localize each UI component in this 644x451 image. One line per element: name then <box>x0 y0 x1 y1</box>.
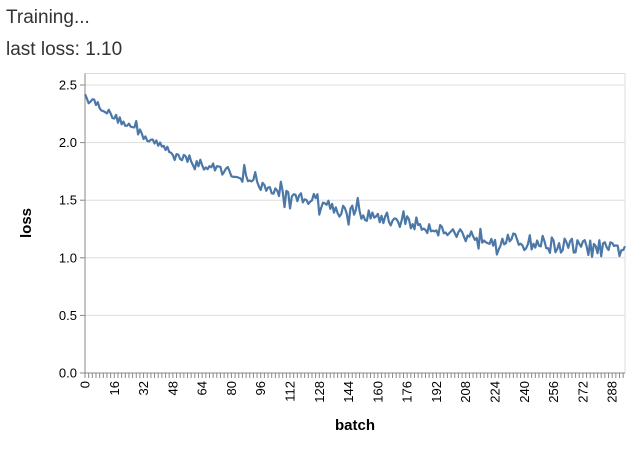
x-tick-label: 160 <box>370 381 385 403</box>
y-tick-label: 2.5 <box>59 78 77 93</box>
y-tick-label: 1.0 <box>59 250 77 265</box>
x-tick-label: 240 <box>517 381 532 403</box>
last-loss-value: 1.10 <box>85 39 123 60</box>
x-tick-label: 96 <box>253 381 268 395</box>
training-status-text: Training... <box>6 7 90 28</box>
x-tick-label: 48 <box>165 381 180 395</box>
x-axis: 0 16 32 48 64 80 96 112 128 144 160 176 192 208 224 240… <box>78 372 625 403</box>
x-tick-label: 80 <box>224 381 239 395</box>
y-tick-label: 2.0 <box>59 135 77 150</box>
x-tick-label: 112 <box>283 381 298 402</box>
x-tick-label: 256 <box>546 381 561 403</box>
x-tick-label: 64 <box>195 381 210 395</box>
x-tick-label: 16 <box>107 381 122 395</box>
last-loss-label: last loss: <box>6 39 80 60</box>
x-tick-label: 176 <box>400 381 415 403</box>
y-axis: 0.0 0.5 1.0 1.5 2.0 2.5 <box>59 73 86 381</box>
x-tick-label: 192 <box>429 381 444 403</box>
x-tick-label: 0 <box>78 381 93 388</box>
x-tick-label: 32 <box>136 381 151 395</box>
x-tick-label: 288 <box>605 381 620 403</box>
y-tick-label: 0.0 <box>59 366 77 381</box>
x-tick-label: 128 <box>312 381 327 403</box>
x-tick-label: 144 <box>341 381 356 403</box>
plot-area-border <box>84 73 626 374</box>
y-tick-label: 1.5 <box>59 193 77 208</box>
y-tick-label: 0.5 <box>59 308 77 323</box>
loss-series-line <box>83 93 626 258</box>
x-tick-label: 272 <box>575 381 590 403</box>
loss-series <box>83 93 626 258</box>
x-tick-label: 208 <box>458 381 473 403</box>
last-loss-readout: last loss: 1.10 <box>6 39 122 61</box>
gridlines <box>85 84 625 374</box>
x-axis-title: batch <box>335 417 375 434</box>
y-axis-title: loss <box>18 208 35 238</box>
x-tick-label: 224 <box>488 381 503 403</box>
